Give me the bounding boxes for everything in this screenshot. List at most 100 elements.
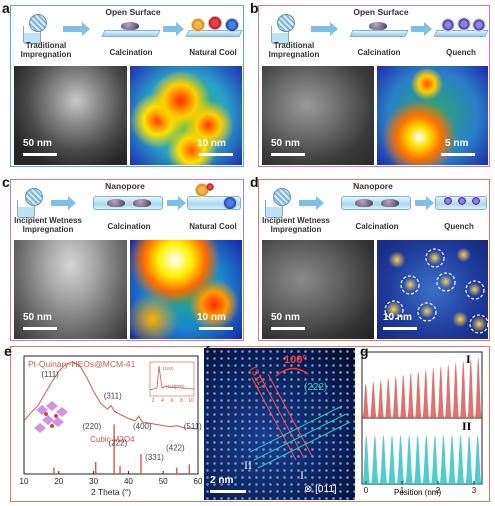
surface-slab-icon bbox=[101, 30, 161, 37]
panel-letter: d bbox=[250, 174, 259, 190]
peak-label: (400) bbox=[133, 422, 152, 431]
arrow-icon bbox=[163, 22, 184, 36]
octahedron-shape bbox=[56, 407, 68, 417]
scale-label: 50 nm bbox=[271, 312, 300, 323]
peak-label: (311) bbox=[104, 391, 122, 400]
step3-label: Natural Cool bbox=[189, 48, 237, 57]
x-tick-label: 50 bbox=[159, 477, 168, 486]
haadf-image bbox=[14, 66, 127, 165]
cluster-icon bbox=[441, 18, 455, 32]
lattice-line bbox=[249, 405, 343, 453]
cluster-icon bbox=[225, 18, 239, 32]
inset-tick-label: 8 bbox=[180, 398, 183, 404]
arrow-icon bbox=[411, 22, 432, 36]
scale-bar bbox=[23, 327, 57, 330]
cluster-icon bbox=[471, 196, 481, 206]
x-axis-label: Position (nm) bbox=[394, 488, 442, 497]
profile-label: I bbox=[466, 352, 471, 366]
angle-arc-icon bbox=[275, 367, 309, 377]
dashed-circle-marker bbox=[465, 280, 485, 300]
step3-label: Quench bbox=[446, 48, 476, 57]
atom-dot bbox=[44, 412, 48, 416]
octahedron-shape bbox=[52, 417, 64, 427]
peak-label: (111) bbox=[41, 370, 59, 379]
atom-dot bbox=[54, 414, 58, 418]
lattice-line bbox=[267, 373, 313, 457]
hrtem-image: 100° (311) (222) I II 2 nm ⊗ [011̄] bbox=[204, 348, 355, 500]
scale-bar bbox=[199, 327, 233, 330]
eds-map-image bbox=[377, 66, 488, 165]
step3-label: Natural Cool bbox=[189, 222, 237, 231]
lattice-line bbox=[257, 421, 351, 469]
top-label: Open Surface bbox=[105, 7, 161, 17]
x-tick-label: 10 bbox=[20, 477, 29, 486]
octahedron-shape bbox=[42, 415, 54, 425]
surface-slab-icon bbox=[349, 30, 409, 37]
dashed-circle-marker bbox=[425, 248, 445, 268]
arrow-icon bbox=[311, 22, 338, 36]
line-label: I bbox=[300, 468, 304, 482]
step2-label: Calcination bbox=[107, 222, 151, 231]
scale-label: 50 nm bbox=[23, 138, 52, 149]
panel-letter: g bbox=[360, 343, 369, 359]
panel-letter: b bbox=[250, 0, 259, 16]
dashed-circles-overlay bbox=[384, 248, 489, 334]
x-tick-label: 30 bbox=[89, 477, 98, 486]
scale-bar bbox=[271, 153, 305, 156]
panel-c: Incipient Wetness Impregnation Nanopore C… bbox=[10, 179, 244, 341]
step1-label: Incipient Wetness Impregnation bbox=[14, 216, 82, 234]
scale-label: 10 nm bbox=[197, 138, 226, 149]
scheme-a: Traditional Impregnation Open Surface Cal… bbox=[11, 6, 243, 64]
cluster-icon bbox=[208, 16, 222, 30]
cluster-icon bbox=[457, 17, 471, 31]
profile-chart: 0 1 2 3 bbox=[361, 351, 483, 495]
top-label: Open Surface bbox=[353, 7, 409, 17]
scale-label: 50 nm bbox=[23, 312, 52, 323]
haadf-image bbox=[14, 240, 127, 339]
arrow-icon bbox=[63, 22, 90, 36]
line-label: II bbox=[244, 458, 252, 472]
eds-map-image bbox=[130, 66, 242, 165]
octahedron-shape bbox=[34, 423, 46, 433]
panel-d: Incipient Wetness Impregnation Nanopore C… bbox=[258, 179, 490, 341]
scale-bar bbox=[210, 490, 246, 493]
cluster-icon bbox=[457, 196, 467, 206]
inset-tick-label: 6 bbox=[171, 398, 174, 404]
x-axis-label: 2 Theta (°) bbox=[91, 487, 131, 497]
panel-a: Traditional Impregnation Open Surface Cal… bbox=[10, 5, 244, 167]
x-tick-label: 40 bbox=[124, 477, 133, 486]
precursor-drop-icon bbox=[133, 199, 151, 207]
dashed-circle-marker bbox=[469, 314, 489, 334]
peak-label: (511) bbox=[184, 422, 202, 431]
octahedron-shape bbox=[46, 401, 58, 411]
scheme-c: Incipient Wetness Impregnation Nanopore C… bbox=[11, 180, 243, 238]
scale-bar bbox=[23, 153, 57, 156]
panel-letter: c bbox=[2, 174, 10, 190]
chart-title: Pt-Quinary-HEOs@MCM-41 bbox=[28, 359, 136, 369]
cluster-icon bbox=[206, 183, 214, 191]
crystal-structure-icon bbox=[34, 401, 68, 433]
precursor-drop-icon bbox=[381, 199, 399, 207]
inset-peak-label: (200) bbox=[174, 384, 185, 389]
panel-b: Traditional Impregnation Open Surface Cal… bbox=[258, 5, 490, 167]
mesoporous-sphere-icon bbox=[25, 188, 43, 206]
cluster-icon bbox=[223, 196, 237, 210]
profile-II-area bbox=[362, 434, 482, 484]
inset-frame bbox=[149, 361, 195, 397]
mesoporous-sphere-icon bbox=[273, 188, 291, 206]
panel-letter: a bbox=[2, 0, 10, 16]
nanopore-tube-icon bbox=[341, 196, 411, 210]
step2-label: Calcination bbox=[109, 48, 153, 57]
dashed-circle-marker bbox=[400, 275, 420, 295]
scale-label: 10 nm bbox=[383, 312, 412, 323]
lattice-overlay bbox=[249, 367, 351, 469]
scale-label: 10 nm bbox=[197, 312, 226, 323]
plot-frame bbox=[23, 355, 199, 475]
x-tick-label: 0 bbox=[364, 486, 369, 495]
lattice-line bbox=[259, 375, 305, 459]
inset-peak-label: (110) bbox=[166, 384, 177, 389]
arrow-icon bbox=[51, 196, 76, 210]
x-tick-label: 60 bbox=[194, 477, 203, 486]
precursor-drop-icon bbox=[107, 199, 125, 207]
inset-tick-label: 4 bbox=[161, 398, 164, 404]
